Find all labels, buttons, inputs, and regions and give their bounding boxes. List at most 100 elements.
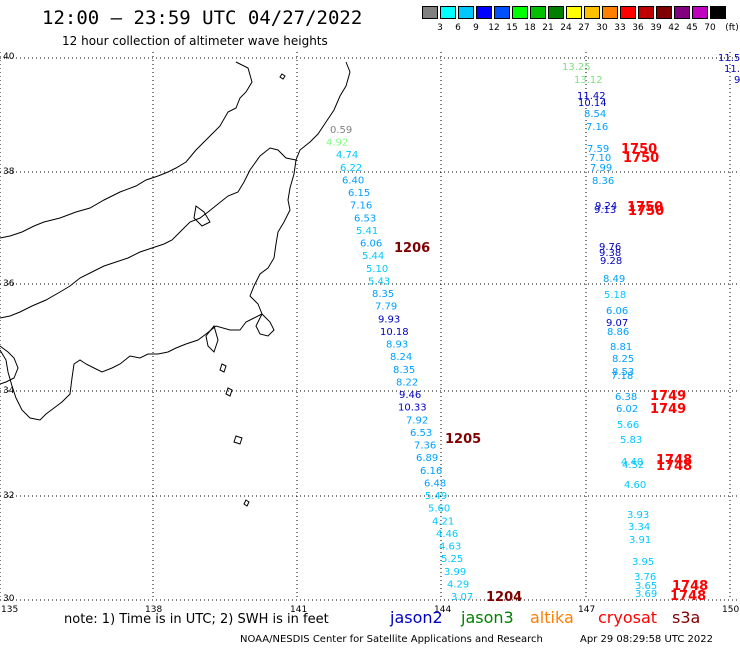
colorbar-swatch [656,6,672,19]
pass-time-label: 1205 [445,432,481,447]
colorbar-label: 24 [560,23,572,33]
wave-height-value: 5.83 [620,435,642,446]
wave-height-value: 7.92 [406,415,428,426]
wave-height-value: 9.46 [399,390,421,401]
wave-height-value: 0.59 [330,125,352,136]
wave-height-value: 8.49 [603,274,625,285]
wave-height-value: 8.22 [396,377,418,388]
wave-height-value: 5.44 [362,251,384,262]
corner-values: 11.511.9. [718,53,740,86]
kii-peninsula [0,345,19,385]
pass-time-label: 1749 [650,402,686,417]
honshu-coastline [0,61,253,239]
wave-height-value: 7.99 [590,163,612,174]
wave-height-value: 7.36 [414,441,436,452]
edge-wave-value: 9. [734,75,740,86]
edge-wave-value: 11.5 [718,53,740,64]
colorbar-swatch [692,6,708,19]
wave-height-value: 9.07 [606,318,628,329]
wave-height-value: 8.81 [610,342,632,353]
wave-height-value: 6.48 [424,478,446,489]
colorbar-swatch [638,6,654,19]
wave-height-value: 8.35 [372,289,394,300]
pass-time-label: 1750 [621,142,657,157]
wave-height-value: 13.25 [562,62,591,73]
wave-height-value: 6.53 [410,428,432,439]
colorbar-swatch [476,6,492,19]
pass-time-label: 1749 [650,389,686,404]
wave-height-value: 3.93 [627,510,649,521]
wave-height-value: 3.65 [635,581,657,592]
colorbar-label: 27 [578,23,590,33]
wave-height-value: 8.86 [607,327,629,338]
colorbar-label: 3 [437,23,443,33]
hachijo-island [233,435,243,445]
wave-height-value: 10.14 [578,98,607,109]
colorbar-label: 70 [704,23,716,33]
wave-height-value: 5.60 [428,504,450,515]
wave-height-value: 5.18 [604,290,626,301]
wave-height-value: 7.59 [587,144,609,155]
wave-height-value: 8.25 [612,354,634,365]
wave-height-value: 4.21 [432,516,454,527]
wave-height-value: 4.74 [336,150,358,161]
miyake-island [225,387,233,397]
wave-height-value: 10.18 [380,327,409,338]
map-title: 12:00 – 23:59 UTC 04/27/2022 [42,7,363,29]
aogashima-island [243,499,250,507]
colorbar-swatch [422,6,438,19]
colorbar-swatch [710,6,726,19]
wave-height-value: 8.35 [393,365,415,376]
wave-height-value: 3.95 [632,557,654,568]
lon-label: 150 [722,605,739,615]
satellite-jason2: jason2 [390,608,443,627]
wave-height-value: 6.38 [615,392,637,403]
pass-time-label: 1748 [656,459,692,474]
colorbar-label: 6 [455,23,461,33]
footnote: note: 1) Time is in UTC; 2) SWH is in fe… [64,612,329,627]
lat-label: 36 [3,279,15,289]
colorbar-label: 39 [650,23,662,33]
colorbar-label: 9 [473,23,479,33]
wave-height-value: 5.25 [441,554,463,565]
satellite-altika: altika [530,608,574,627]
wave-height-value: 5.49 [425,491,447,502]
wave-height-value: 6.15 [348,188,370,199]
wave-height-value: 3.91 [629,535,651,546]
pass-time-label: 1204 [486,590,522,605]
pass-time-label: 1206 [394,241,430,256]
colorbar-swatch [674,6,690,19]
credit-line: NOAA/NESDIS Center for Satellite Applica… [240,634,543,645]
wave-height-value: 8.24 [390,352,412,363]
lon-label: 147 [578,605,595,615]
lon-label: 141 [290,605,307,615]
lat-label: 32 [3,491,14,501]
wave-height-value: 3.99 [444,567,466,578]
wave-height-value: 4.29 [447,579,469,590]
colorbar-label: 45 [686,23,698,33]
wave-height-value: 6.06 [606,306,628,317]
colorbar-swatch [602,6,618,19]
pass-time-label: 1748 [656,453,692,468]
sado-island [193,205,211,227]
satellite-jason3: jason3 [461,608,514,627]
colorbar-label: 21 [542,23,554,33]
colorbar-swatch [458,6,474,19]
lon-label: 138 [145,605,162,615]
colorbar-label: 30 [596,23,608,33]
oshima-island [219,363,227,373]
wave-height-value: 6.06 [360,239,382,250]
wave-height-value: 6.02 [616,404,638,415]
wave-height-value: 3.34 [628,522,650,533]
colorbar-swatch [566,6,582,19]
generation-timestamp: Apr 29 08:29:58 UTC 2022 [580,634,713,645]
colorbar-label: 12 [488,23,500,33]
lat-label: 34 [3,386,15,396]
coastline [0,61,351,507]
wave-height-value: 5.10 [366,264,388,275]
wave-height-value: 10.33 [398,403,427,414]
lat-lon-grid [0,52,740,601]
wave-height-value: 5.66 [617,420,639,431]
colorbar-swatch [530,6,546,19]
